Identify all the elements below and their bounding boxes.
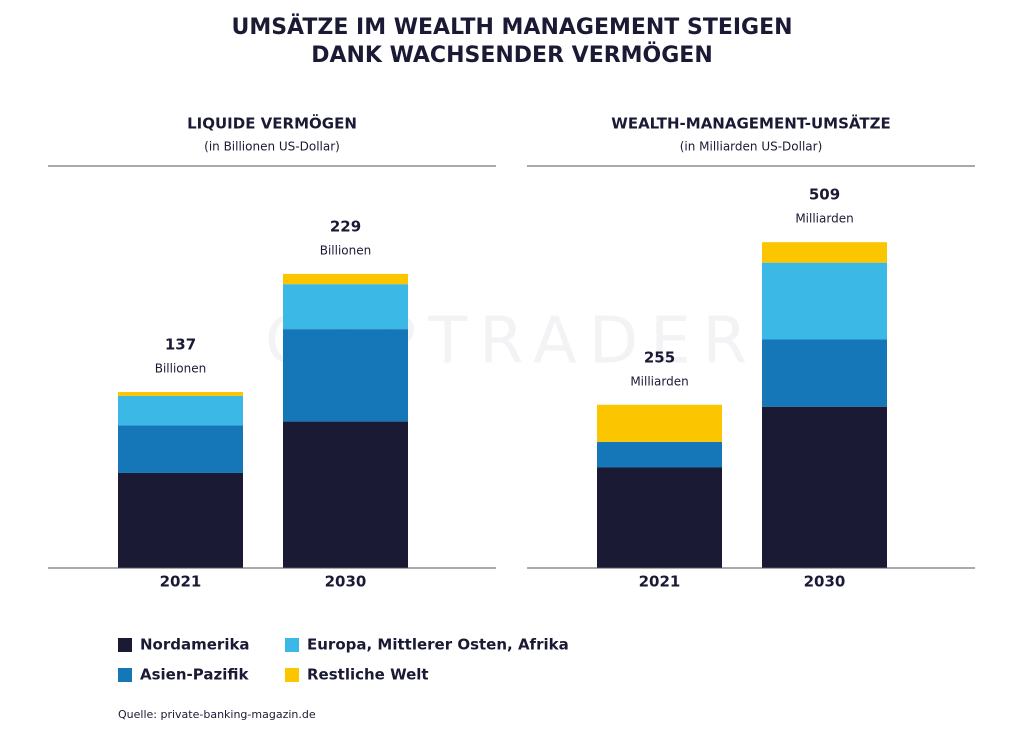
bar-segment (762, 339, 887, 407)
legend-label: Asien-Pazifik (140, 666, 249, 684)
total-unit: Milliarden (795, 212, 853, 226)
bar-segment (597, 467, 722, 568)
chart-title: WEALTH-MANAGEMENT-UMSÄTZE (611, 114, 890, 133)
bar-segment (118, 425, 243, 473)
title: DANK WACHSENDER VERMÖGEN (311, 42, 713, 68)
legend-swatch (118, 638, 132, 652)
x-tick-label: 2021 (160, 573, 202, 591)
bar-segment (283, 421, 408, 568)
legend-swatch (118, 668, 132, 682)
bar-segment (118, 395, 243, 426)
bar-segment (283, 273, 408, 285)
total-label: 229 (330, 217, 361, 235)
bar-segment (118, 392, 243, 396)
legend-label: Europa, Mittlerer Osten, Afrika (307, 636, 569, 654)
x-tick-label: 2030 (804, 573, 846, 591)
bar-segment (118, 472, 243, 568)
total-unit: Milliarden (630, 374, 688, 388)
x-tick-label: 2030 (325, 573, 367, 591)
bar-segment (762, 262, 887, 340)
bar-segment (283, 329, 408, 422)
chart-subtitle: (in Billionen US-Dollar) (204, 140, 340, 154)
legend-label: Nordamerika (140, 636, 250, 654)
total-unit: Billionen (155, 362, 207, 376)
bar-segment (597, 404, 722, 442)
bar-segment (283, 284, 408, 330)
total-label: 255 (644, 348, 675, 366)
bar-segment (762, 242, 887, 263)
bar-segment (597, 441, 722, 468)
x-tick-label: 2021 (639, 573, 681, 591)
total-label: 509 (809, 186, 840, 204)
bar-segment (762, 406, 887, 568)
chart-subtitle: (in Milliarden US-Dollar) (680, 140, 823, 154)
legend-swatch (285, 638, 299, 652)
legend-swatch (285, 668, 299, 682)
total-unit: Billionen (320, 243, 372, 257)
total-label: 137 (165, 336, 196, 354)
chart-title: LIQUIDE VERMÖGEN (187, 114, 357, 133)
source: Quelle: private-banking-magazin.de (118, 708, 316, 721)
title: UMSÄTZE IM WEALTH MANAGEMENT STEIGEN (231, 14, 792, 40)
legend-label: Restliche Welt (307, 666, 429, 684)
